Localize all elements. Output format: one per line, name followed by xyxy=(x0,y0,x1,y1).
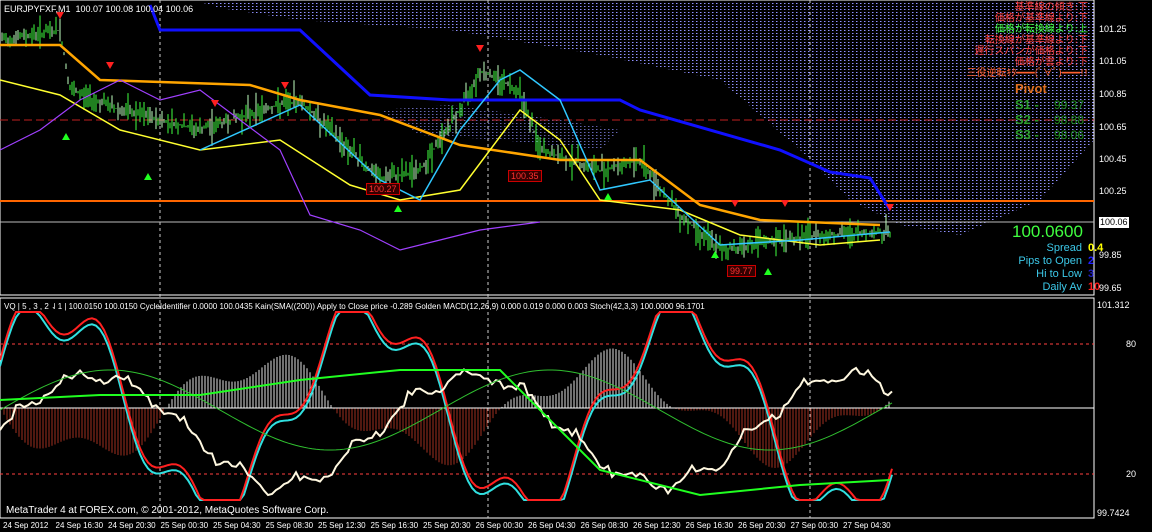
sell-arrow-icon xyxy=(731,200,739,207)
price-tick: 100.85 xyxy=(1099,89,1127,99)
indicator-tick: 99.7424 xyxy=(1097,508,1130,518)
status-line: 価格が転換線より:上 xyxy=(994,24,1088,35)
indicator-header: VQ | 5 , 3 , 2 ⇃1 | 100.0150 100.0150 Cy… xyxy=(4,302,705,311)
copyright: MetaTrader 4 at FOREX.com, © 2001-2012, … xyxy=(6,505,329,516)
buy-arrow-icon xyxy=(144,173,152,180)
time-tick: 25 Sep 20:30 xyxy=(423,521,471,530)
price-label: 100.27 xyxy=(366,183,400,195)
status-line: 基準線の傾き:下 xyxy=(1014,2,1088,13)
price-label: 100.35 xyxy=(508,170,542,182)
symbol-label: EURJPYFXF,M1 xyxy=(4,4,71,14)
price-series xyxy=(0,15,1094,501)
pivot-value: 98.88 xyxy=(1054,113,1085,127)
kijun-line xyxy=(148,4,892,211)
info-value: 0.4 xyxy=(1088,242,1104,254)
price-tick: 99.65 xyxy=(1099,283,1122,293)
buy-arrow-icon xyxy=(764,268,772,275)
sell-arrow-icon xyxy=(211,100,219,107)
pivot-value: 99.37 xyxy=(1054,98,1085,112)
white-oscillator-line xyxy=(0,366,893,497)
info-label: Daily Av xyxy=(1042,281,1082,293)
buy-arrow-icon xyxy=(711,251,719,258)
time-tick: 25 Sep 00:30 xyxy=(160,521,209,530)
current-price-display: 100.0600 xyxy=(1012,222,1083,241)
time-tick: 25 Sep 04:30 xyxy=(213,521,261,530)
price-label: 99.77 xyxy=(727,265,756,277)
time-tick: 24 Sep 2012 xyxy=(3,521,49,530)
time-tick: 26 Sep 00:30 xyxy=(475,521,524,530)
ma-cyan xyxy=(199,69,891,246)
info-value: 3 xyxy=(1088,268,1095,280)
signal-arrows xyxy=(56,12,894,275)
status-line: 転換線が基準線より:下 xyxy=(984,35,1088,46)
buy-arrow-icon xyxy=(394,205,402,212)
time-tick: 26 Sep 08:30 xyxy=(580,521,629,530)
price-tick: 100.45 xyxy=(1099,154,1127,164)
price-tick: 101.05 xyxy=(1099,56,1127,66)
info-label: Hi to Low xyxy=(1036,268,1082,280)
time-tick: 27 Sep 00:30 xyxy=(790,521,839,530)
indicator-tick: 80 xyxy=(1126,339,1137,349)
time-tick: 26 Sep 20:30 xyxy=(738,521,786,530)
sell-arrow-icon xyxy=(56,12,64,19)
price-tick: 100.65 xyxy=(1099,122,1127,132)
info-label: Spread xyxy=(1046,242,1082,254)
pivot-label: Pivot xyxy=(1015,81,1047,96)
status-line: 価格が雲より:下 xyxy=(1014,57,1088,68)
time-tick: 26 Sep 16:30 xyxy=(685,521,734,530)
price-tick: 99.85 xyxy=(1099,250,1122,260)
trend-step-line xyxy=(0,369,891,497)
stoch-signal-line xyxy=(0,311,893,501)
sell-arrow-icon xyxy=(106,62,114,69)
price-tick: 100.25 xyxy=(1099,186,1127,196)
sell-arrow-icon xyxy=(281,82,289,89)
chart-header: EURJPYFXF,M1 100.07 100.08 100.04 100.06 xyxy=(4,4,193,15)
buy-arrow-icon xyxy=(604,193,612,200)
time-tick: 27 Sep 04:30 xyxy=(843,521,891,530)
ohlc-values: 100.07 100.08 100.04 100.06 xyxy=(75,4,194,14)
pivot-name: S3 - xyxy=(1015,127,1039,142)
ichimoku-cloud-lower xyxy=(380,105,620,150)
tenkan-line xyxy=(0,43,881,227)
status-line: 価格が基準線より:下 xyxy=(994,13,1088,24)
stoch-main-line xyxy=(0,311,893,501)
time-tick: 25 Sep 12:30 xyxy=(318,521,366,530)
price-tick: 101.25 xyxy=(1099,24,1127,34)
info-label: Pips to Open xyxy=(1018,255,1082,267)
buy-arrow-icon xyxy=(62,133,70,140)
info-value: 2 xyxy=(1088,255,1095,267)
indicator-tick: 101.312 xyxy=(1097,300,1130,310)
pivot-value: 98.06 xyxy=(1054,128,1085,142)
time-tick: 25 Sep 16:30 xyxy=(370,521,419,530)
time-tick: 24 Sep 16:30 xyxy=(55,521,104,530)
status-line: 三役逆転ｷﾀ━━━(ﾟ∀ﾟ)━━━!! xyxy=(966,68,1088,79)
time-tick: 26 Sep 04:30 xyxy=(528,521,576,530)
ma-yellow xyxy=(0,79,881,246)
pivot-name: S2 - xyxy=(1015,112,1039,127)
sell-arrow-icon xyxy=(886,204,894,211)
time-tick: 24 Sep 20:30 xyxy=(108,521,156,530)
chikou-line xyxy=(0,79,541,251)
info-value: 10 xyxy=(1088,281,1101,293)
sell-arrow-icon xyxy=(781,200,789,207)
time-tick: 25 Sep 08:30 xyxy=(265,521,314,530)
current-price-tag: 100.06 xyxy=(1099,217,1129,228)
time-tick: 26 Sep 12:30 xyxy=(633,521,681,530)
status-line: 遅行スパンが価格より:下 xyxy=(974,46,1088,57)
pivot-name: S1 - xyxy=(1015,97,1039,112)
indicator-tick: 20 xyxy=(1126,469,1137,479)
sell-arrow-icon xyxy=(476,45,484,52)
signal-green-line xyxy=(0,369,893,451)
